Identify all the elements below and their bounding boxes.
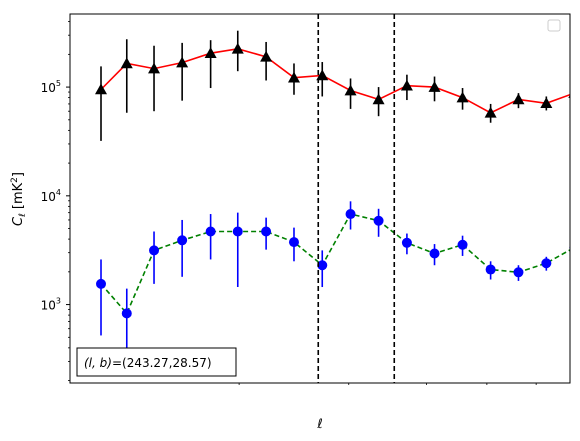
- series-2-point-5: [205, 226, 216, 237]
- legend[interactable]: [547, 19, 561, 32]
- legend-box[interactable]: [547, 19, 561, 32]
- coordinate-annotation: (l, b)=(243.27,28.57): [76, 347, 237, 377]
- y-tick-label-1-base: 10: [41, 299, 56, 313]
- series-1-point-17: [540, 97, 553, 109]
- series-1-point-16: [512, 93, 525, 105]
- annotation-prefix: (l, b): [84, 356, 112, 370]
- y-tick-label-1-exp: 3: [56, 297, 61, 306]
- annotation-box: [76, 347, 237, 377]
- y-label-unit-close: ]: [11, 172, 26, 177]
- series-1-point-13: [428, 81, 441, 92]
- series-1-point-14: [456, 91, 469, 103]
- series-1-line: [100, 47, 570, 114]
- series-1-point-4: [176, 56, 189, 68]
- axes-frame: [69, 13, 571, 384]
- series-2-point-1: [96, 278, 107, 289]
- series-1-point-10: [344, 84, 357, 96]
- plot-area: [95, 14, 570, 383]
- series-2-point-7: [261, 226, 272, 237]
- series-2-point-15: [485, 264, 496, 275]
- y-tick-label-1: 103: [41, 297, 61, 313]
- series-1-point-1: [95, 83, 108, 95]
- y-label-symbol: C: [11, 216, 26, 226]
- series-2-point-17: [541, 258, 552, 269]
- y-label-unit-exp: 2: [10, 177, 20, 183]
- series-2-point-8: [288, 237, 299, 248]
- series-2: [96, 201, 570, 357]
- series-1-point-11: [372, 93, 385, 105]
- series-2-point-13: [429, 248, 440, 259]
- series-2-point-11: [373, 215, 384, 226]
- series-2-point-2: [121, 308, 132, 319]
- series-1-point-9: [316, 69, 329, 81]
- series-1-point-12: [400, 79, 413, 91]
- annotation-value: =(243.27,28.57): [112, 356, 212, 370]
- y-axis-label: Cℓ [mK2]: [10, 172, 28, 226]
- series-1-point-6: [231, 42, 244, 54]
- series-2-point-9: [317, 260, 328, 271]
- series-2-point-4: [177, 235, 188, 246]
- y-tick-label-3-base: 10: [41, 81, 56, 95]
- series-2-point-14: [457, 239, 468, 250]
- series-1-point-15: [484, 106, 497, 118]
- axis-ticks: 103104105103: [41, 21, 537, 385]
- series-2-point-3: [149, 245, 160, 256]
- series-1-point-7: [260, 50, 273, 62]
- y-label-unit: [mK: [11, 182, 26, 213]
- series-2-point-6: [232, 226, 243, 237]
- series-1: [95, 30, 570, 141]
- series-2-point-10: [345, 209, 356, 220]
- series-1-point-3: [148, 62, 161, 74]
- y-tick-label-3-exp: 5: [56, 79, 61, 88]
- series-1-point-2: [120, 57, 133, 69]
- series-1-point-5: [204, 47, 217, 58]
- y-tick-label-2: 104: [41, 188, 61, 204]
- series-2-point-18: [569, 244, 570, 250]
- series-2-line: [100, 213, 570, 315]
- annotation-text: (l, b)=(243.27,28.57): [84, 356, 212, 370]
- series-2-point-16: [513, 267, 524, 278]
- series-2-point-12: [401, 237, 412, 248]
- plot-contents: [95, 14, 570, 383]
- y-tick-label-2-exp: 4: [56, 188, 61, 197]
- y-tick-label-2-base: 10: [41, 190, 56, 204]
- x-axis-label: ℓ: [316, 417, 322, 432]
- y-tick-label-3: 105: [41, 79, 61, 95]
- series-1-point-8: [287, 71, 300, 83]
- y-label-subscript: ℓ: [18, 213, 28, 218]
